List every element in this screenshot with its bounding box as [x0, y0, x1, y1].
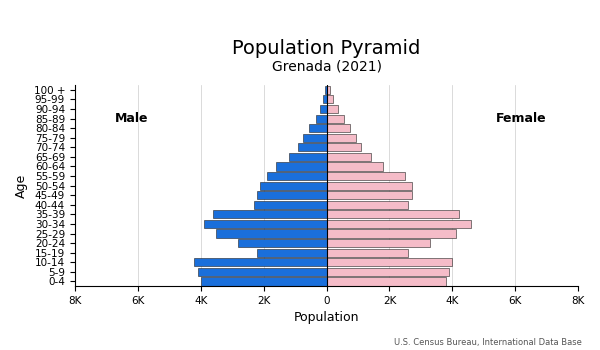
Y-axis label: Age: Age [15, 174, 28, 198]
Title: Population Pyramid: Population Pyramid [232, 40, 421, 58]
Bar [326, 172, 405, 180]
Bar [326, 220, 472, 228]
Bar [326, 201, 409, 209]
Bar [326, 277, 446, 286]
Bar [326, 153, 371, 161]
Bar [257, 191, 326, 199]
Bar [326, 143, 361, 152]
Bar [326, 239, 430, 247]
Bar [326, 134, 356, 142]
Bar [326, 182, 412, 190]
Bar [267, 172, 326, 180]
Bar [325, 86, 326, 94]
Text: Grenada (2021): Grenada (2021) [272, 60, 382, 74]
Bar [323, 95, 326, 104]
Bar [213, 210, 326, 218]
Bar [326, 248, 409, 257]
Text: Female: Female [496, 112, 547, 125]
Bar [197, 268, 326, 276]
Text: Male: Male [115, 112, 148, 125]
Bar [326, 210, 459, 218]
Bar [326, 162, 383, 170]
Bar [194, 258, 326, 266]
Bar [326, 95, 333, 104]
Bar [257, 248, 326, 257]
Bar [309, 124, 326, 132]
Bar [326, 191, 412, 199]
Bar [276, 162, 326, 170]
Bar [326, 86, 331, 94]
Bar [326, 268, 449, 276]
Bar [326, 105, 338, 113]
Bar [204, 220, 326, 228]
Bar [320, 105, 326, 113]
Text: U.S. Census Bureau, International Data Base: U.S. Census Bureau, International Data B… [394, 337, 582, 346]
Bar [289, 153, 326, 161]
Bar [238, 239, 326, 247]
Bar [217, 230, 326, 238]
Bar [200, 277, 326, 286]
Bar [260, 182, 326, 190]
Bar [254, 201, 326, 209]
Bar [316, 114, 326, 122]
Bar [298, 143, 326, 152]
X-axis label: Population: Population [294, 312, 359, 324]
Bar [326, 258, 452, 266]
Bar [326, 230, 455, 238]
Bar [326, 114, 344, 122]
Bar [326, 124, 350, 132]
Bar [303, 134, 326, 142]
